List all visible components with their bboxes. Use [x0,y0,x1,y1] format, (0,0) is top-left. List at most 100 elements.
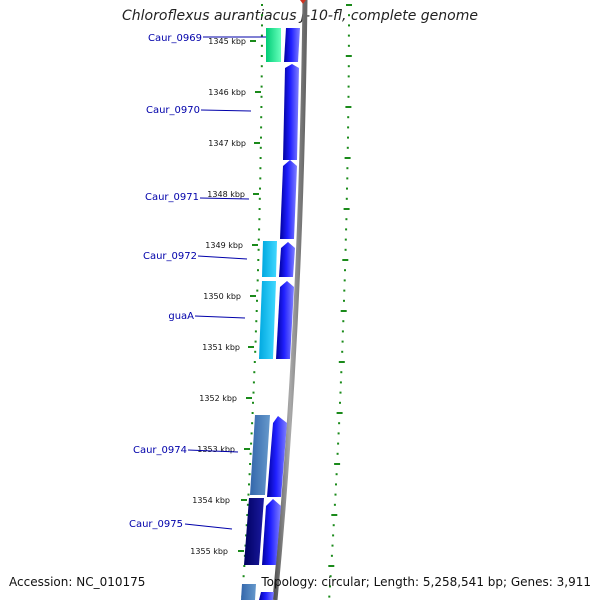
tick-mark [250,442,253,445]
tick-mark [346,177,349,180]
kbp-label: 1346 kbp [208,88,246,97]
tick-mark [343,279,346,282]
tick-mark [258,218,261,221]
tick-mark [345,218,348,221]
tick-mark [254,340,257,343]
tick-mark [345,55,352,57]
tick-mark [257,269,259,272]
tick-mark [347,85,350,88]
kbp-label: 1352 kbp [199,394,237,403]
tick-mark [334,463,341,465]
tick-mark [242,575,245,578]
tick-mark [336,452,339,455]
gene-label-caur-0974[interactable]: Caur_0974 [133,445,187,456]
tick-mark [346,4,352,6]
tick-mark [343,289,346,292]
tick-mark [344,269,346,272]
tick-mark [340,310,347,312]
topology-label: Topology: circular; Length: 5,258,541 bp… [261,575,591,589]
tick-mark [254,330,257,333]
tick-mark [346,187,348,190]
tick-mark [329,585,331,588]
tick-mark [260,116,263,119]
gene-label-caur-0970[interactable]: Caur_0970 [146,105,200,116]
tick-mark [249,463,252,465]
inner-tick-ring [241,4,263,598]
tick-mark [345,106,352,108]
tick-mark [261,24,263,27]
tick-mark [339,391,342,394]
kbp-label: 1347 kbp [208,139,246,148]
gene-next-forward [259,592,274,600]
tick-mark [343,208,350,210]
tick-mark [252,381,255,384]
tick-mark [341,340,344,343]
backbone-top-marker [300,0,306,4]
kbp-label: 1353 kbp [197,445,235,454]
tick-mark [334,493,337,496]
tick-mark [347,116,350,119]
tick-mark [259,177,262,180]
tick-mark [260,34,263,37]
tick-mark [328,595,331,598]
tick-mark [341,330,344,333]
tick-mark [343,299,345,302]
tick-mark [256,299,258,302]
tick-mark [341,350,344,353]
genome-backbone-arc [272,0,308,600]
kbp-scale: 1345 kbp 1346 kbp 1347 kbp 1348 kbp 1349… [190,37,261,556]
gene-next-category [241,584,256,600]
tick-mark [347,34,350,37]
gene-label-caur-0975[interactable]: Caur_0975 [129,519,183,530]
tick-mark [328,565,335,567]
gene-label-caur-0969[interactable]: Caur_0969 [148,33,202,44]
tick-mark [257,259,260,261]
tick-mark [259,167,262,170]
gene-caur-0974-category [250,415,270,495]
tick-mark [260,126,263,129]
kbp-label: 1354 kbp [192,496,230,505]
gene-label-guaa[interactable]: guaA [168,311,194,322]
tick-mark [252,391,255,394]
forward-strand-genes [259,28,300,600]
gene-caur-0970-forward [283,64,299,160]
tick-mark [258,197,261,200]
kbp-label: 1345 kbp [208,37,246,46]
tick-mark [348,14,350,17]
tick-mark [332,534,335,537]
tick-mark [336,412,343,414]
kbp-label: 1351 kbp [202,343,240,352]
gene-label-caur-0972[interactable]: Caur_0972 [143,251,197,262]
tick-mark [260,44,263,47]
tick-mark [346,146,349,149]
tick-mark [259,187,261,190]
accession-label: Accession: NC_010175 [9,575,146,589]
tick-mark [339,381,342,384]
tick-mark [332,524,335,527]
tick-mark [347,44,350,47]
tick-mark [260,65,263,68]
tick-mark [342,259,349,261]
tick-mark [347,95,350,98]
gene-label-leaders [184,36,266,530]
gene-caur-0975-forward [262,499,281,565]
tick-mark [260,136,262,139]
gene-label-caur-0971[interactable]: Caur_0971 [145,192,199,203]
tick-mark [247,493,250,496]
tick-mark [257,248,260,251]
tick-mark [246,514,249,516]
tick-mark [258,228,261,231]
tick-mark [259,146,262,149]
tick-mark [330,554,333,557]
tick-mark [344,248,347,251]
tick-mark [253,361,256,363]
tick-mark [331,544,334,547]
tick-mark [345,197,348,200]
tick-mark [346,167,349,170]
tick-mark [260,106,263,108]
gene-guaa-forward [276,281,294,359]
tick-mark [251,422,254,425]
tick-mark [246,503,249,506]
tick-mark [245,534,248,537]
gene-labels: Caur_0969 Caur_0970 Caur_0971 Caur_0972 … [129,33,202,530]
